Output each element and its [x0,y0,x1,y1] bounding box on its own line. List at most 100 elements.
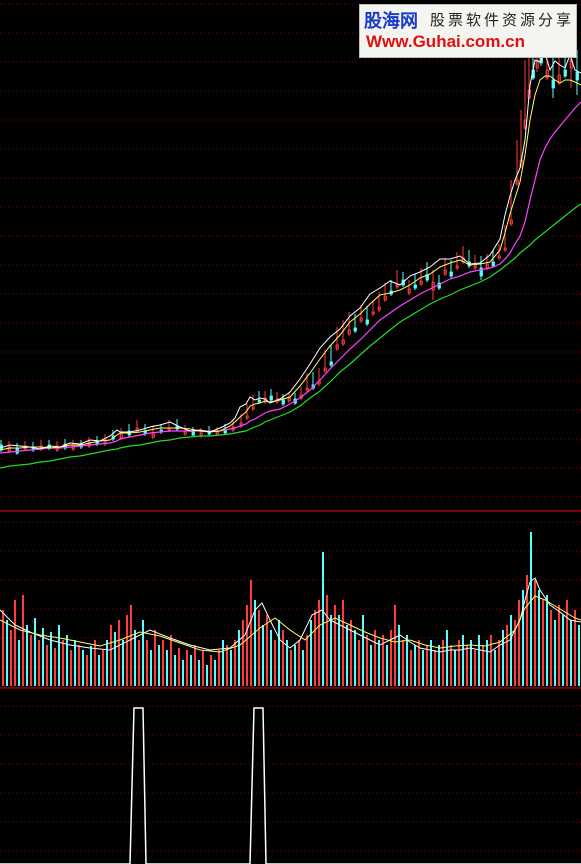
volume-bar [290,650,292,686]
candle-body [371,311,375,315]
volume-bar [490,635,492,686]
volume-bar [510,615,512,686]
volume-bar [430,640,432,686]
candle-body [257,399,261,403]
volume-bar [42,628,44,686]
volume-ma10-line [0,595,581,653]
candle-body [119,433,123,439]
ma5-line [0,51,581,450]
volume-bar [450,645,452,686]
volume-bar [542,600,544,686]
volume-bar [50,632,52,686]
candle-body [455,265,459,269]
volume-bar [474,650,476,686]
volume-bar [6,620,8,686]
volume-bar [94,640,96,686]
volume-bar [398,625,400,686]
volume-bar [338,615,340,686]
volume-bar [434,650,436,686]
volume-bar [206,665,208,686]
volume-bar [178,648,180,686]
volume-bar [418,640,420,686]
volume-bar [22,595,24,686]
candle-body [347,329,351,335]
volume-bar [302,650,304,686]
volume-bar [342,600,344,686]
volume-bar [78,645,80,686]
volume-bar [214,660,216,686]
volume-bar [282,630,284,686]
volume-bar [34,618,36,686]
candle-body [443,269,447,275]
volume-bar [558,605,560,686]
candle-body [323,367,327,372]
volume-panel [0,532,581,686]
volume-bar [190,655,192,686]
volume-bar [154,630,156,686]
candle-body [497,255,501,259]
volume-bar [226,645,228,686]
volume-bar [266,615,268,686]
candle-body [413,284,417,289]
volume-bar [522,590,524,686]
volume-bar [530,532,532,686]
volume-bar [242,620,244,686]
volume-bar [66,635,68,686]
candle-body [191,431,195,436]
signal-panel [0,707,581,864]
candle-body [479,267,483,277]
volume-bar [330,615,332,686]
volume-bar [14,600,16,686]
volume-bar [546,595,548,686]
volume-bar [234,640,236,686]
candle-body [245,415,249,419]
volume-bar [258,610,260,686]
volume-bar [202,650,204,686]
volume-bar [410,650,412,686]
candle-body [329,361,333,366]
watermark-url: Www.Guhai.com.cn [366,32,525,51]
candle-body [305,387,309,391]
volume-bar [414,645,416,686]
volume-bar [578,625,580,686]
volume-bar [74,640,76,686]
volume-bar [310,620,312,686]
volume-bar [174,655,176,686]
candle-body [551,79,555,89]
volume-bar [406,635,408,686]
volume-bar [82,650,84,686]
volume-bar [222,640,224,686]
volume-bar [194,645,196,686]
volume-bar [218,650,220,686]
volume-bar [238,630,240,686]
volume-bar [62,640,64,686]
volume-bar [318,600,320,686]
volume-bar [426,645,428,686]
volume-bar [462,635,464,686]
volume-bar [470,640,472,686]
volume-bar [554,620,556,686]
volume-bar [326,595,328,686]
volume-bar [18,640,20,686]
volume-bar [486,640,488,686]
volume-bar [570,620,572,686]
candle-body [509,219,513,225]
volume-bar [314,610,316,686]
watermark-logo: 股海网 [364,11,418,32]
candle-body [365,319,369,325]
volume-bar [550,610,552,686]
volume-bar [158,645,160,686]
volume-bar [146,640,148,686]
volume-bar [150,650,152,686]
volume-bar [54,648,56,686]
volume-bar [294,645,296,686]
volume-bar [422,650,424,686]
volume-bar [182,660,184,686]
volume-bar [494,650,496,686]
volume-bar [46,645,48,686]
volume-bar [118,620,120,686]
volume-bar [138,640,140,686]
volume-bar [478,635,480,686]
volume-bar [566,600,568,686]
candle-body [287,397,291,402]
